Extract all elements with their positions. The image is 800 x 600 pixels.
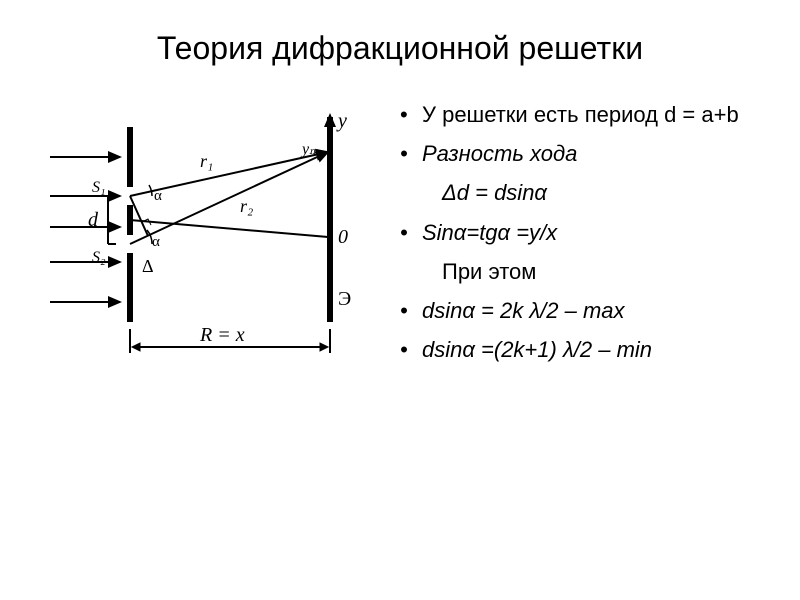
diffraction-diagram: yyₘ0Эr₁r₂ΔdS₁S₂ααR = x <box>40 97 370 377</box>
svg-text:y: y <box>336 110 347 132</box>
svg-text:0: 0 <box>338 226 348 248</box>
content-row: yyₘ0Эr₁r₂ΔdS₁S₂ααR = x У решетки есть пе… <box>40 97 760 377</box>
bullet-item: Δd = dsinα <box>400 175 760 210</box>
svg-text:Э: Э <box>338 288 351 310</box>
svg-text:r₁: r₁ <box>200 151 213 171</box>
bullet-item: dsinα =(2k+1) λ/2 – min <box>400 332 760 367</box>
bullet-list: У решетки есть период d = a+b Разность хо… <box>400 97 760 371</box>
bullet-item: При этом <box>400 254 760 289</box>
svg-text:R = x: R = x <box>199 324 245 346</box>
bullet-item: Sinα=tgα =y/x <box>400 215 760 250</box>
svg-text:S₁: S₁ <box>92 179 106 196</box>
svg-text:r₂: r₂ <box>240 196 253 216</box>
bullet-item: dsinα = 2k λ/2 – max <box>400 293 760 328</box>
svg-text:α: α <box>154 188 162 204</box>
slide: Теория дифракционной решетки yyₘ0Эr₁r₂Δd… <box>0 0 800 600</box>
slide-title: Теория дифракционной решетки <box>40 30 760 67</box>
svg-text:S₂: S₂ <box>92 249 106 266</box>
svg-text:Δ: Δ <box>142 256 154 276</box>
svg-text:α: α <box>152 234 160 250</box>
svg-text:d: d <box>88 209 99 231</box>
bullet-item: Разность хода <box>400 136 760 171</box>
bullet-item: У решетки есть период d = a+b <box>400 97 760 132</box>
